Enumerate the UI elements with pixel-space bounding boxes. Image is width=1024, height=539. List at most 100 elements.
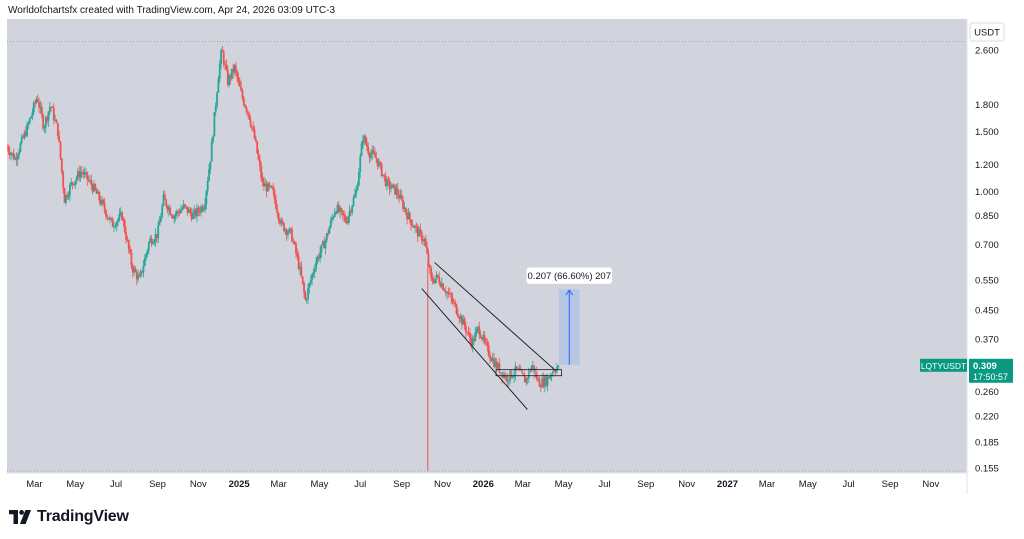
candle-body-56 bbox=[81, 171, 83, 173]
candle-body-394 bbox=[533, 365, 536, 374]
candle-body-152 bbox=[209, 161, 212, 170]
plot-area[interactable] bbox=[7, 19, 967, 473]
candle-body-172 bbox=[236, 71, 239, 78]
candle-body-86 bbox=[121, 212, 123, 221]
candle-body-328 bbox=[444, 291, 447, 294]
candle-body-274 bbox=[372, 150, 375, 153]
candle-body-128 bbox=[177, 211, 180, 213]
channel-lower-line[interactable] bbox=[421, 288, 528, 410]
candle-body-278 bbox=[378, 162, 380, 167]
time-axis[interactable]: Mar May Jul Sep Nov 2025 Mar May Jul Sep Nov 2026 Ma… bbox=[7, 472, 967, 490]
candle-body-32 bbox=[48, 107, 51, 112]
candle-body-105 bbox=[146, 250, 149, 254]
channel-upper-line[interactable] bbox=[434, 262, 557, 372]
candle-body-142 bbox=[196, 207, 198, 217]
candle-body-217 bbox=[296, 253, 299, 257]
price-axis[interactable]: USDT 2.600 1.800 1.500 1.200 1.000 0.850 0.700 0… bbox=[966, 19, 1005, 494]
x-tick-6: Mar bbox=[270, 479, 286, 490]
candle-body-412 bbox=[557, 365, 560, 368]
candle-body-361 bbox=[489, 355, 491, 359]
candle-body-97 bbox=[135, 272, 138, 280]
y-tick-6: 0.700 bbox=[975, 240, 999, 251]
candle-body-6 bbox=[14, 157, 16, 160]
candle-body-157 bbox=[216, 92, 218, 106]
candle-body-258 bbox=[351, 205, 354, 213]
candle-body-355 bbox=[481, 337, 483, 340]
candle-body-63 bbox=[90, 179, 93, 185]
candle-body-311 bbox=[422, 240, 425, 242]
candle-body-73 bbox=[103, 203, 106, 211]
candle-body-192 bbox=[262, 181, 265, 187]
candle-body-307 bbox=[416, 226, 419, 237]
candle-body-378 bbox=[511, 376, 514, 378]
candle-body-101 bbox=[141, 270, 144, 273]
candle-body-289 bbox=[392, 184, 395, 186]
candle-body-248 bbox=[337, 205, 340, 212]
x-tick-14: Jul bbox=[598, 479, 610, 490]
candle-body-225 bbox=[307, 288, 309, 300]
candle-body-384 bbox=[519, 370, 522, 371]
candle-body-183 bbox=[250, 125, 253, 128]
base-box[interactable] bbox=[495, 369, 562, 377]
candle-body-129 bbox=[178, 212, 181, 214]
price-chart[interactable]: 0.207 (66.60%) 207 USDT 2.600 1.800 1.500 1.… bbox=[7, 19, 1016, 494]
candle-body-124 bbox=[172, 216, 174, 219]
candle-body-7 bbox=[15, 157, 18, 160]
candle-body-359 bbox=[486, 342, 489, 346]
x-tick-16: Nov bbox=[678, 479, 695, 490]
candle-body-250 bbox=[340, 208, 343, 211]
candle-body-265 bbox=[360, 143, 363, 157]
candle-body-84 bbox=[118, 214, 121, 220]
candle-body-370 bbox=[501, 371, 503, 378]
price-range-measure[interactable]: 0.207 (66.60%) 207 bbox=[525, 266, 613, 365]
candle-body-174 bbox=[238, 80, 241, 87]
candle-body-330 bbox=[447, 292, 450, 294]
candle-body-244 bbox=[332, 216, 335, 218]
candle-body-4 bbox=[11, 153, 14, 154]
candle-body-10 bbox=[19, 143, 22, 152]
candle-body-357 bbox=[483, 335, 486, 342]
candle-body-160 bbox=[220, 50, 222, 65]
candle-body-303 bbox=[411, 225, 414, 227]
candle-body-377 bbox=[510, 370, 513, 378]
candle-body-26 bbox=[40, 106, 43, 115]
candle-body-360 bbox=[487, 345, 490, 356]
candle-body-321 bbox=[435, 274, 438, 279]
x-tick-21: Sep bbox=[882, 479, 899, 490]
candle-body-352 bbox=[477, 326, 479, 330]
currency-badge[interactable] bbox=[969, 22, 1005, 42]
candle-body-50 bbox=[72, 183, 75, 186]
base-box-rect[interactable] bbox=[495, 369, 562, 377]
candle-body-164 bbox=[225, 64, 228, 70]
candle-body-158 bbox=[217, 78, 220, 93]
candle-body-143 bbox=[197, 207, 200, 212]
candle-body-140 bbox=[193, 210, 196, 214]
candle-body-410 bbox=[554, 372, 557, 373]
candle-body-5 bbox=[12, 153, 15, 160]
candle-body-91 bbox=[127, 240, 130, 250]
candle-body-275 bbox=[374, 152, 376, 158]
candle-body-310 bbox=[420, 231, 423, 241]
candle-body-386 bbox=[522, 373, 525, 376]
chart-frame[interactable]: 0.207 (66.60%) 207 USDT 2.600 1.800 1.500 1.… bbox=[7, 19, 1016, 494]
candle-body-221 bbox=[301, 276, 304, 284]
candle-body-380 bbox=[514, 366, 517, 375]
candle-body-198 bbox=[271, 185, 273, 188]
candle-body-329 bbox=[446, 292, 449, 294]
candle-body-387 bbox=[523, 375, 526, 383]
candle-body-98 bbox=[137, 275, 140, 280]
candle-body-202 bbox=[276, 208, 279, 214]
candle-body-381 bbox=[515, 366, 518, 369]
candle-body-27 bbox=[42, 114, 45, 129]
candle-body-175 bbox=[240, 86, 243, 91]
descending-channel[interactable] bbox=[421, 262, 557, 410]
candle-body-340 bbox=[461, 315, 463, 325]
candle-body-226 bbox=[308, 283, 311, 289]
candle-body-95 bbox=[133, 268, 136, 273]
candle-body-301 bbox=[408, 212, 411, 220]
candle-body-304 bbox=[412, 226, 415, 228]
candle-body-316 bbox=[428, 265, 431, 269]
candle-body-229 bbox=[312, 272, 315, 275]
candle-body-364 bbox=[493, 358, 495, 367]
candle-body-29 bbox=[44, 117, 47, 128]
